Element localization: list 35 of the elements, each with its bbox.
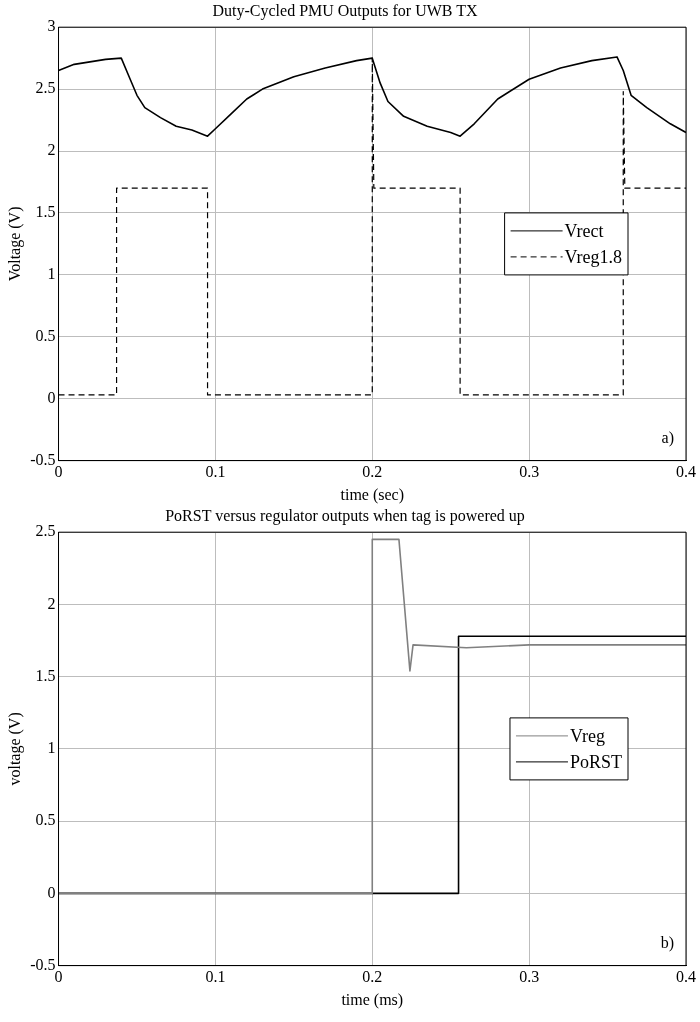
- chart-title: PoRST versus regulator outputs when tag is powered up: [165, 506, 525, 525]
- x-tick-label: 0.4: [676, 968, 696, 986]
- y-tick-label: 2: [47, 141, 56, 159]
- y-tick-label: 0: [47, 388, 56, 406]
- y-axis-title: Voltage (V): [5, 206, 24, 282]
- y-axis-title: voltage (V): [5, 712, 24, 786]
- x-tick-label: 0.3: [519, 463, 540, 481]
- x-axis-title: time (ms): [341, 990, 404, 1009]
- x-tick-label: 0.2: [362, 463, 383, 481]
- y-tick-label: 1.5: [35, 666, 56, 684]
- x-axis-title: time (sec): [340, 485, 405, 504]
- legend-label: Vrect: [564, 220, 604, 241]
- y-tick-label: 3: [47, 17, 56, 35]
- chart-title: Duty-Cycled PMU Outputs for UWB TX: [212, 1, 478, 20]
- legend-label: Vreg: [569, 725, 605, 746]
- y-tick-label: 0.5: [35, 326, 56, 344]
- y-tick-label: 2: [47, 594, 56, 612]
- y-tick-label: 1: [47, 265, 56, 283]
- x-tick-label: 0.2: [362, 968, 383, 986]
- legend-label: Vreg1.8: [564, 246, 622, 267]
- y-tick-label: 2.5: [35, 79, 56, 97]
- annotation: a): [661, 428, 674, 447]
- x-tick-label: 0.3: [519, 968, 540, 986]
- annotation: b): [660, 933, 674, 952]
- legend-label: PoRST: [569, 751, 623, 772]
- y-tick-label: 1.5: [35, 203, 56, 221]
- y-tick-label: 1: [47, 739, 56, 757]
- x-tick-label: 0.4: [676, 463, 696, 481]
- x-tick-label: 0.1: [205, 968, 226, 986]
- y-tick-label: 2.5: [35, 522, 56, 540]
- y-tick-label: -0.5: [30, 450, 56, 468]
- y-tick-label: 0.5: [35, 811, 56, 829]
- y-tick-label: 0: [47, 883, 56, 901]
- x-tick-label: 0.1: [205, 463, 226, 481]
- y-tick-label: -0.5: [30, 955, 56, 973]
